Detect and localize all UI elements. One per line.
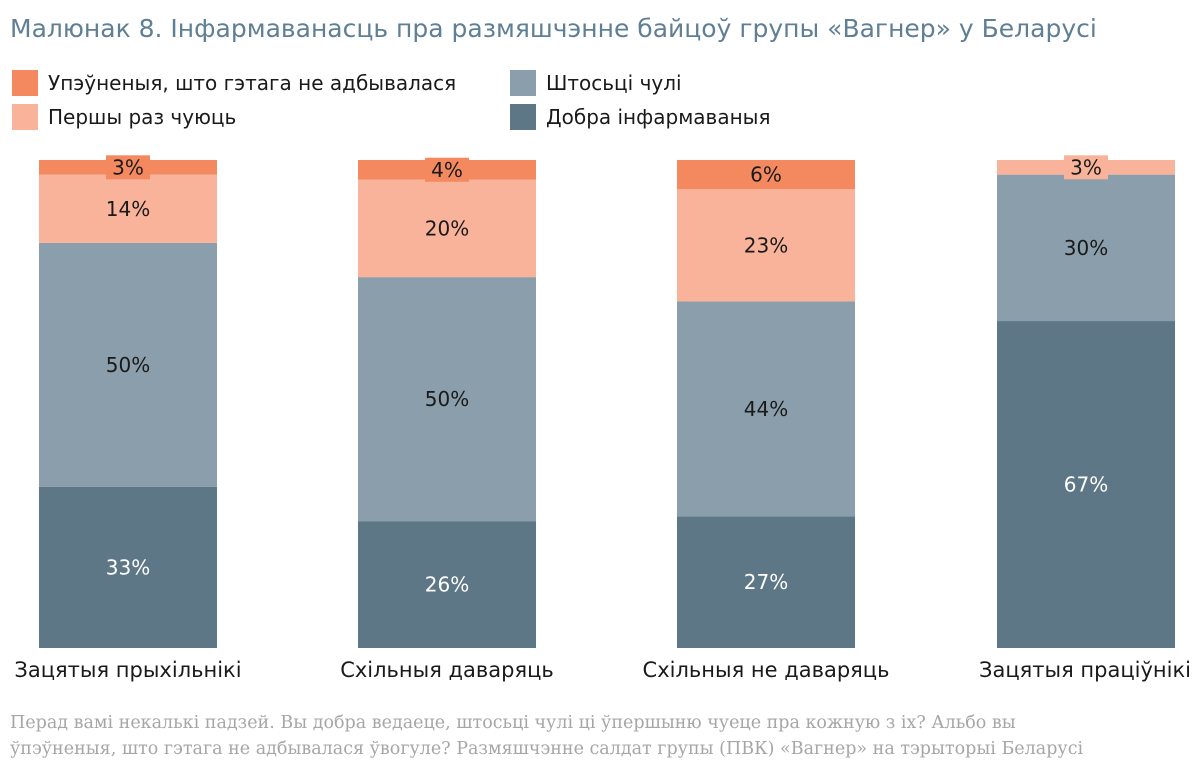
bar-segment-3-1 (677, 516, 855, 648)
data-label-tag-2-4 (425, 157, 469, 182)
legend-swatch-well-informed (510, 104, 536, 130)
data-label-3-2: 44% (744, 397, 788, 421)
bar-segment-1-1 (39, 486, 217, 648)
data-label-2-3: 20% (425, 216, 469, 240)
note-line-2: ўпэўненыя, што гэтага не адбывалася ўвог… (10, 739, 1084, 759)
category-label-2: Схільныя даваряць (340, 658, 554, 682)
category-label-3: Схільныя не даваряць (643, 658, 890, 682)
legend-item-first-time: Першы раз чуюць (12, 102, 236, 132)
legend-label-first-time: Першы раз чуюць (48, 105, 237, 129)
data-label-1-2: 50% (106, 353, 150, 377)
data-label-2-4: 4% (431, 158, 463, 182)
legend-label-heard: Штосьці чулі (546, 71, 682, 95)
bar-segment-2-1 (358, 521, 536, 648)
bar-segment-1-3 (39, 174, 217, 243)
data-label-tag-1-4 (106, 155, 150, 180)
bar-group-1: 33% 50% 14% 3% (39, 155, 217, 648)
bar-segment-2-2 (358, 277, 536, 522)
legend-item-well-informed: Добра інфармаваныя (510, 102, 770, 132)
data-label-4-1: 67% (1064, 473, 1108, 497)
bar-segment-3-4 (677, 160, 855, 190)
legend-swatch-denied (12, 70, 38, 96)
data-label-1-1: 33% (106, 555, 150, 579)
category-label-4: Зацятыя праціўнікі (979, 658, 1191, 682)
bar-segment-1-2 (39, 242, 217, 487)
bar-group-4: 67% 30% 3% (997, 155, 1175, 648)
data-label-2-2: 50% (425, 387, 469, 411)
data-label-4-3: 3% (1070, 155, 1102, 179)
survey-question-note: Перад вамі некалькі падзей. Вы добра вед… (10, 710, 1195, 762)
legend-item-denied: Упэўненыя, што гэтага не адбывалася (12, 68, 456, 98)
note-line-1: Перад вамі некалькі падзей. Вы добра вед… (10, 713, 1016, 733)
stacked-bar-chart: 33% 50% 14% 3% Зацятыя прыхільнікі 26% 50% 20% 4… (14, 155, 1191, 682)
data-label-4-2: 30% (1064, 236, 1108, 260)
legend-item-heard: Штосьці чулі (510, 68, 682, 98)
data-label-2-1: 26% (425, 573, 469, 597)
category-label-1: Зацятыя прыхільнікі (14, 658, 241, 682)
data-label-1-4: 3% (112, 155, 144, 179)
legend-label-denied: Упэўненыя, што гэтага не адбывалася (48, 71, 457, 95)
bar-segment-3-3 (677, 189, 855, 302)
bar-segment-2-3 (358, 179, 536, 278)
bar-segment-4-1 (997, 321, 1175, 648)
legend-swatch-first-time (12, 104, 38, 130)
data-label-3-1: 27% (744, 570, 788, 594)
data-label-tag-4-3 (1064, 155, 1108, 180)
legend-label-well-informed: Добра інфармаваныя (546, 105, 771, 129)
bar-group-2: 26% 50% 20% 4% (358, 157, 536, 648)
data-label-1-3: 14% (106, 197, 150, 221)
data-label-3-4: 6% (750, 163, 782, 187)
data-label-3-3: 23% (744, 233, 788, 257)
chart-title: Малюнак 8. Інфармаванасць пра размяшчэнн… (10, 14, 1097, 43)
bar-segment-4-2 (997, 174, 1175, 322)
legend-swatch-heard (510, 70, 536, 96)
bar-group-3: 27% 44% 23% 6% (677, 160, 855, 648)
bar-segment-3-2 (677, 301, 855, 517)
